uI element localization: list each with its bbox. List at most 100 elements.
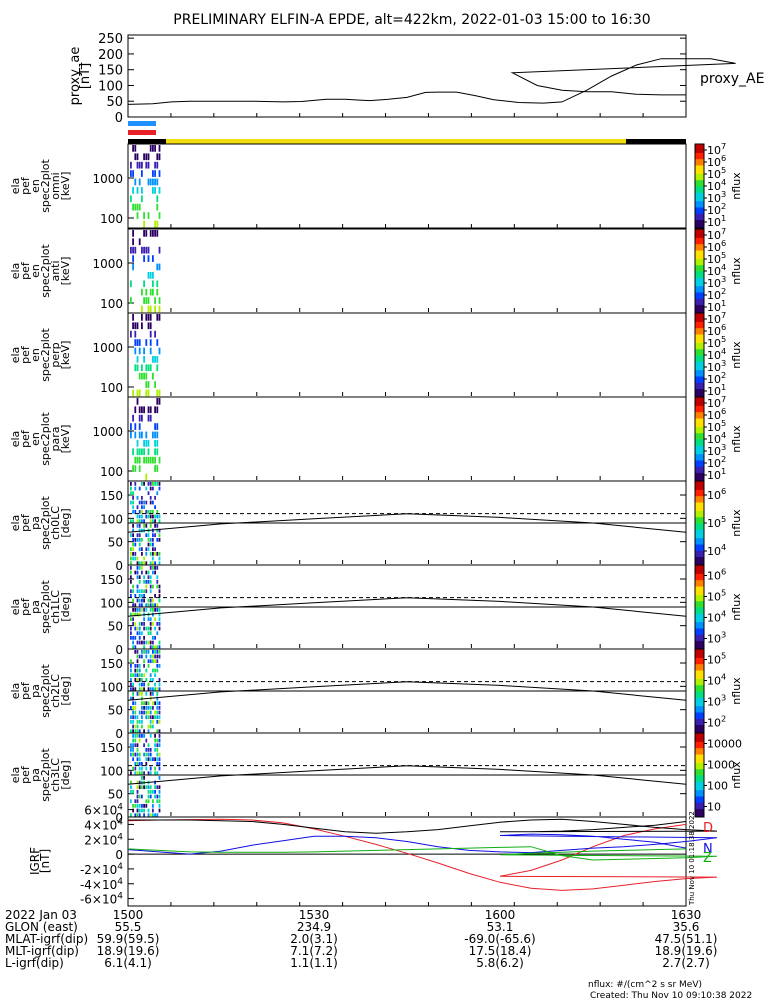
pa_ch1-colorbar-seg — [695, 577, 704, 581]
spec_omni-data-cell — [154, 220, 156, 228]
pa_ch2-data-cell — [134, 678, 137, 682]
pa_ch1-colorbar-tick-label: 106 — [707, 567, 726, 583]
spec_anti-colorbar-tick-label: 104 — [707, 262, 726, 278]
pa_ch3-ytick-label: 100 — [100, 764, 123, 778]
pa_ch2-data-cell — [156, 692, 159, 696]
pa_ch3-data-cell — [149, 794, 152, 799]
spec_anti-frame — [127, 228, 687, 314]
pa_ch3-ytick-label: 50 — [108, 788, 123, 802]
pa_ch1-data-cell — [156, 566, 159, 570]
pa_ch3-data-cell — [152, 790, 154, 794]
spec_perp-data-cell — [149, 330, 152, 338]
pa_ch1-colorbar-seg — [695, 600, 704, 604]
pa_ch3-ylabel-line: ela — [9, 767, 22, 784]
pa_ch0-data-cell — [136, 556, 139, 561]
pa_ch3-ylabel-line: [deg] — [59, 760, 72, 789]
pa_ch3-data-cell — [154, 766, 156, 771]
spec_omni-data-cell — [156, 153, 159, 161]
pa_ch2-colorbar-seg — [695, 674, 704, 677]
pa_ch0-data-cell — [158, 533, 161, 538]
pa_ch0-data-cell — [136, 533, 139, 538]
spec_perp-data-cell — [147, 322, 150, 330]
spec_omni-data-cell — [136, 203, 139, 211]
spec_omni-colorbar-seg — [695, 146, 704, 149]
pa_ch0-data-cell — [145, 514, 148, 519]
pa_ch0-data-cell — [147, 542, 150, 547]
pa_ch1-colorbar-tick-label: 103 — [707, 630, 726, 646]
spec_omni-ylabel-line: omni — [49, 172, 62, 199]
pa_ch0-data-cell — [134, 482, 137, 486]
pa_ch0-data-cell — [143, 524, 145, 528]
blue-status-bar — [128, 121, 156, 126]
pa_ch2-colorbar-seg — [695, 693, 704, 696]
spec_para-data-cell — [156, 398, 159, 405]
pa_ch2-colorbar-seg — [695, 705, 704, 709]
pa_ch1-data-cell — [130, 631, 132, 636]
pa_ch1-data-cell — [149, 575, 152, 580]
pa_ch1-colorbar-seg — [695, 638, 704, 642]
pa_ch2-data-cell — [134, 650, 137, 654]
spec_anti-data-cell — [156, 280, 159, 288]
spec_omni-colorbar-seg — [695, 207, 704, 210]
pa_ch2-data-cell — [149, 724, 152, 729]
spec_omni-colorbar-seg — [695, 160, 704, 164]
pa_ch3-data-cell — [134, 766, 137, 771]
igrf-ytick-label: 4×104 — [84, 817, 123, 832]
spec_omni-data-cell — [132, 170, 134, 177]
pa_ch1-data-cell — [158, 617, 161, 622]
spec_omni-ylabel-line: pef — [19, 176, 32, 195]
pa_ch2-data-cell — [152, 678, 154, 682]
pa_ch1-data-cell — [136, 589, 139, 594]
pa_ch3-data-cell — [138, 734, 141, 738]
pa_ch1-data-cell — [156, 575, 159, 580]
pa_ch1-data-cell — [152, 566, 154, 570]
spec_omni-data-cell — [143, 212, 145, 219]
spec_perp-data-cell — [147, 381, 150, 388]
pa_ch0-data-cell — [158, 514, 161, 519]
pa_ch2-data-cell — [132, 696, 134, 701]
pa_ch0-data-cell — [132, 505, 134, 510]
pa_ch3-data-cell — [132, 752, 134, 757]
pa_ch1-data-cell — [136, 584, 139, 589]
pa_ch1-data-cell — [156, 580, 159, 584]
spec_para-data-cell — [134, 406, 137, 414]
pa_ch2-data-cell — [136, 720, 139, 724]
pa_ch0-data-cell — [156, 528, 159, 533]
spec_anti-colorbar-label: nflux — [730, 257, 743, 285]
spec_anti-colorbar-seg — [695, 252, 704, 255]
spec_anti-colorbar-seg — [695, 264, 704, 268]
pa_ch1-data-cell — [138, 631, 141, 636]
pa_ch1-data-cell — [134, 636, 137, 640]
spec_para-colorbar-seg — [695, 426, 704, 429]
spec_anti-colorbar-seg — [695, 298, 704, 301]
pa_ch3-colorbar-seg — [695, 751, 704, 755]
pa_ch1-data-cell — [143, 589, 145, 594]
spec_perp-colorbar-seg — [695, 319, 704, 322]
pa_ch3-data-cell — [138, 757, 141, 762]
pa_ch3-data-cell — [143, 785, 145, 790]
pa_ch1-colorbar-seg — [695, 573, 704, 576]
pa_ch2-data-cell — [132, 706, 134, 710]
pa_ch2-data-cell — [158, 664, 161, 668]
pa_ch1-colorbar-seg — [695, 571, 704, 574]
spec_para-data-cell — [152, 431, 154, 439]
spec_anti-ylabel-line: spec2plot — [39, 244, 52, 298]
spec_anti-data-cell — [154, 305, 156, 313]
pa_ch2-data-cell — [156, 710, 159, 715]
pa_ch1-colorbar-seg — [695, 569, 704, 572]
spec_omni-data-cell — [145, 161, 148, 169]
pa_ch1-data-cell — [158, 612, 161, 617]
pa_ch1-data-cell — [132, 636, 134, 640]
pa_ch0-data-cell — [158, 556, 161, 561]
spec_anti-colorbar-seg — [695, 231, 704, 234]
proxy-ae-frame — [127, 34, 687, 118]
pa_ch2-colorbar-seg — [695, 726, 704, 730]
pa_ch1-colorbar-seg — [695, 611, 704, 614]
pa_ch3-data-cell — [141, 804, 143, 808]
pa_ch0-colorbar-seg — [695, 502, 704, 505]
pa_ch3-colorbar-seg — [695, 758, 704, 761]
pa_ch2-data-cell — [154, 654, 156, 659]
spec_perp-colorbar-tick-label: 104 — [707, 346, 726, 362]
